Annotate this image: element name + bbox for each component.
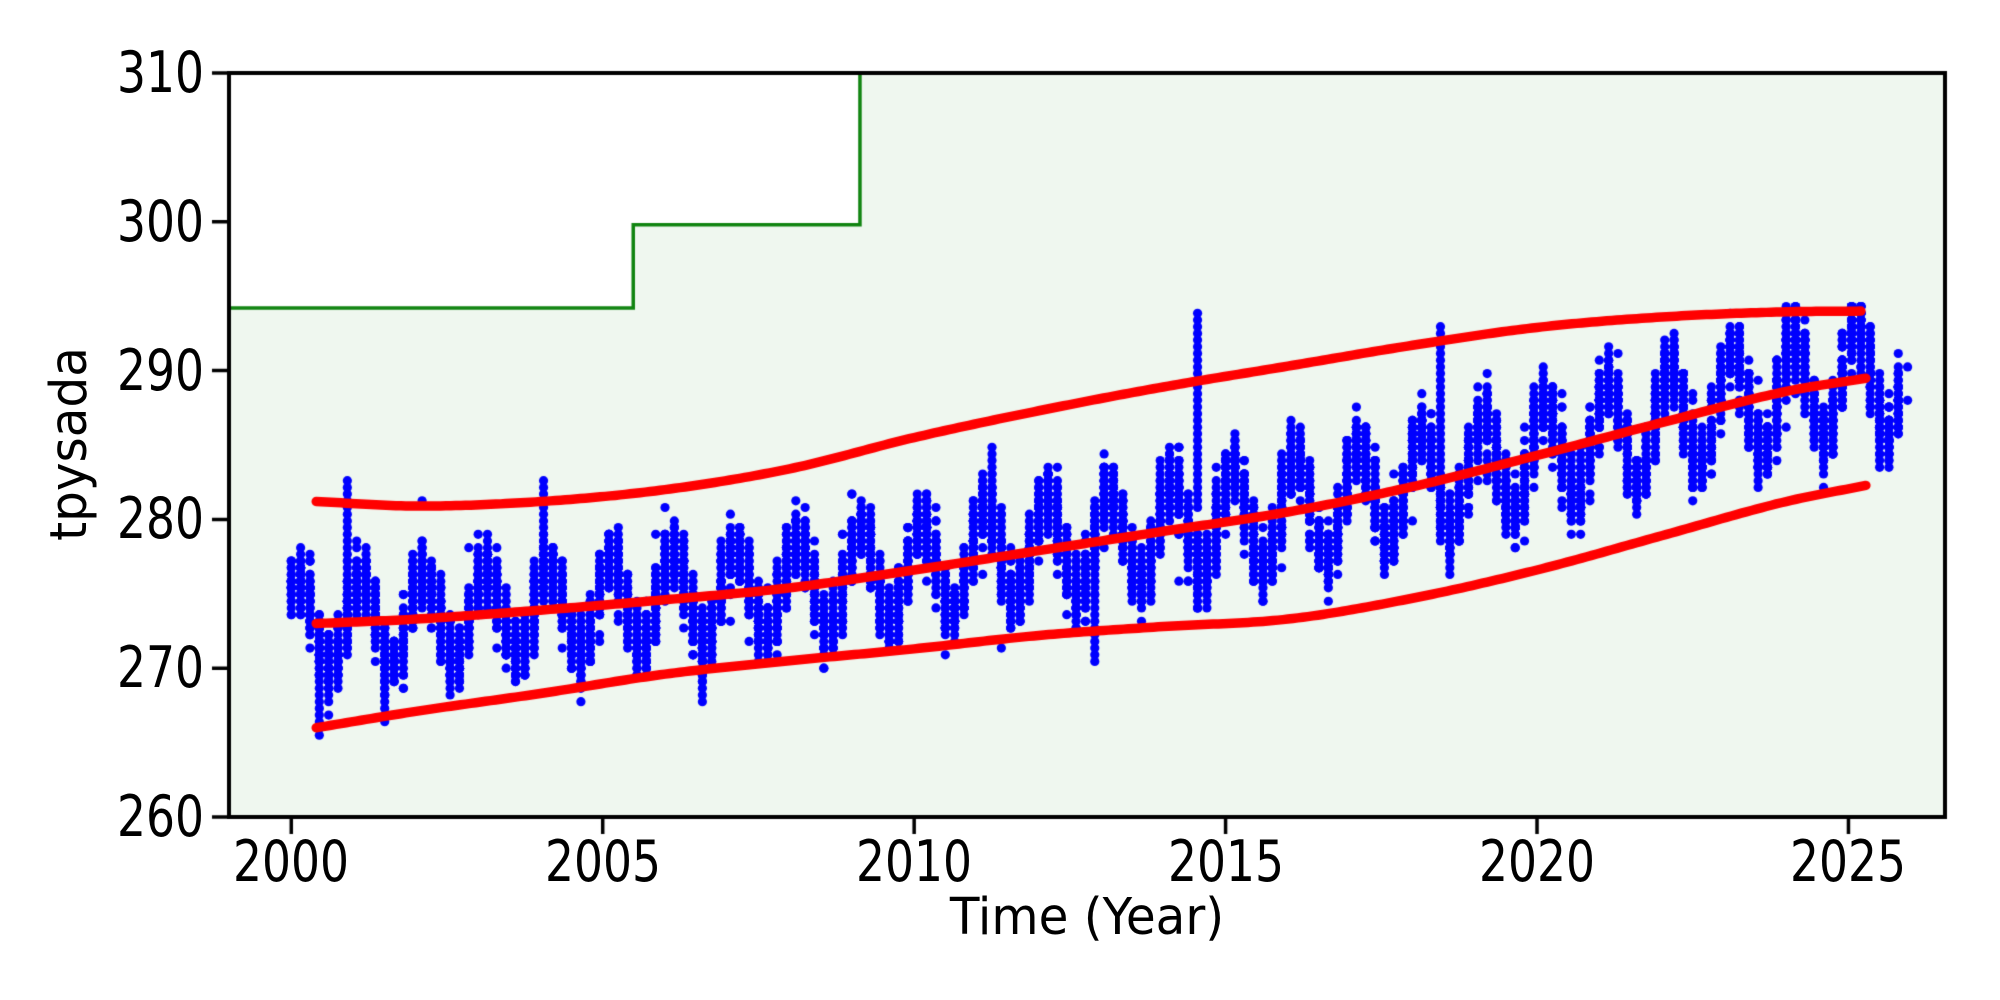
x-tick-label-2005: 2005 <box>544 829 661 895</box>
y-tick-label-300: 300 <box>116 188 204 255</box>
x-axis-label: Time (Year) <box>949 888 1225 947</box>
y-axis-label: tpysada <box>40 347 99 541</box>
x-tick-label-2020: 2020 <box>1478 829 1596 895</box>
x-tick-label-2025: 2025 <box>1790 829 1907 895</box>
y-tick-label-280: 280 <box>116 486 204 553</box>
y-tick-label-310: 310 <box>116 40 204 106</box>
x-tick-label-2000: 2000 <box>233 829 350 895</box>
x-tick-label-2015: 2015 <box>1167 829 1284 895</box>
x-tick-label-2010: 2010 <box>856 829 973 895</box>
y-tick-label-260: 260 <box>116 784 204 850</box>
y-tick-label-270: 270 <box>116 635 204 702</box>
y-tick-label-290: 290 <box>116 337 204 404</box>
